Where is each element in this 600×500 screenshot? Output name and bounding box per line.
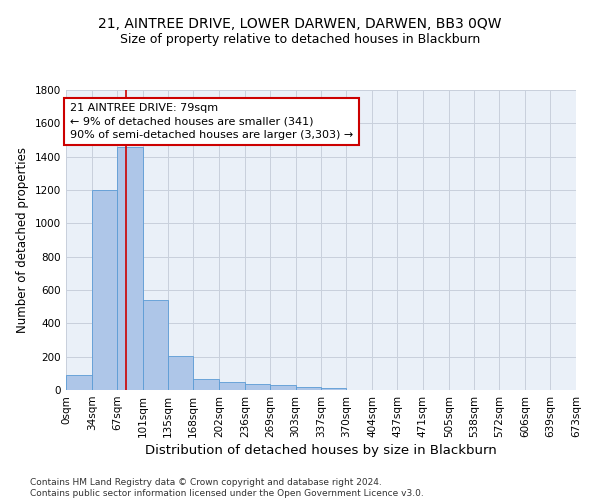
Text: Size of property relative to detached houses in Blackburn: Size of property relative to detached ho… (120, 32, 480, 46)
Bar (143, 300, 169, 390)
Bar (169, 356, 193, 390)
Text: 21, AINTREE DRIVE, LOWER DARWEN, DARWEN, BB3 0QW: 21, AINTREE DRIVE, LOWER DARWEN, DARWEN,… (98, 18, 502, 32)
Text: Contains HM Land Registry data © Crown copyright and database right 2024.
Contai: Contains HM Land Registry data © Crown c… (30, 478, 424, 498)
Bar (219, 382, 245, 390)
Bar (117, 146, 143, 390)
Bar (66, 375, 92, 390)
Bar (296, 387, 322, 390)
Text: 21 AINTREE DRIVE: 79sqm
← 9% of detached houses are smaller (341)
90% of semi-de: 21 AINTREE DRIVE: 79sqm ← 9% of detached… (70, 104, 353, 140)
Y-axis label: Number of detached properties: Number of detached properties (16, 147, 29, 333)
Bar (245, 384, 270, 390)
Bar (322, 388, 346, 390)
Bar (193, 379, 219, 390)
Bar (270, 385, 296, 390)
Bar (92, 190, 117, 390)
X-axis label: Distribution of detached houses by size in Blackburn: Distribution of detached houses by size … (145, 444, 497, 457)
